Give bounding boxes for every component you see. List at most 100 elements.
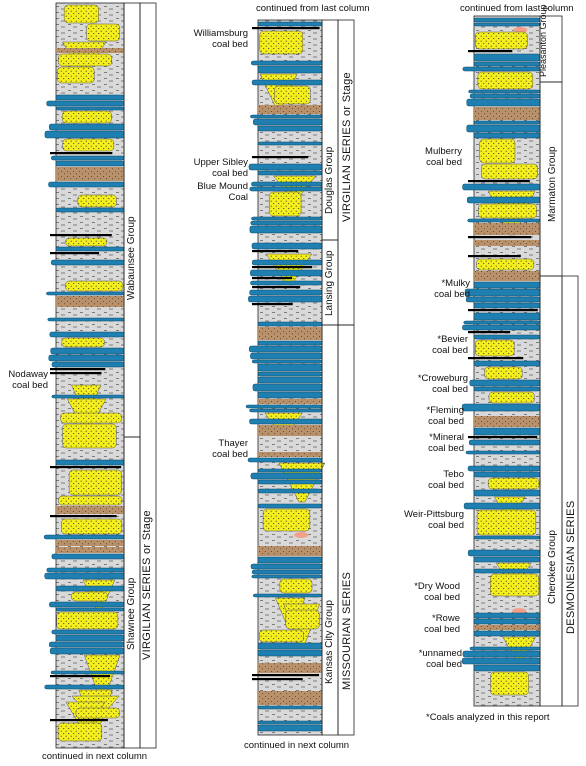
limestone-bed (51, 629, 125, 635)
mudstone-bed (474, 416, 540, 427)
limestone-bed (250, 60, 323, 66)
sandstone-lens (71, 591, 108, 602)
limestone-bed (473, 618, 541, 625)
coal-label-nodaway: Nodaway coal bed (8, 369, 48, 391)
limestone-bed (55, 106, 125, 111)
sandstone-lens (279, 578, 313, 594)
mudstone-bed (474, 240, 540, 246)
limestone-bed (55, 207, 125, 213)
limestone-bed (257, 391, 323, 399)
mudstone-bed (258, 452, 322, 457)
paleosol-patch (512, 608, 527, 614)
column-1-lithology (43, 2, 125, 749)
limestone-bed (257, 141, 323, 146)
sandstone-lens (63, 4, 99, 24)
coal-bed (50, 252, 100, 255)
sandstone-lens (476, 258, 535, 271)
limestone-bed (250, 280, 323, 286)
coal-bed (252, 674, 320, 677)
limestone-bed (257, 125, 323, 132)
limestone-bed (55, 246, 125, 252)
sandstone-lens (490, 671, 529, 696)
limestone-bed (461, 403, 541, 412)
limestone-bed (462, 324, 541, 331)
limestone-bed (473, 302, 541, 309)
limestone-bed (257, 170, 323, 176)
limestone-bed (51, 155, 125, 161)
limestone-bed (257, 503, 323, 509)
limestone-bed (465, 450, 541, 455)
limestone-bed (251, 569, 323, 575)
coal-label-dry-wood: *Dry Wood coal bed (414, 581, 460, 603)
limestone-bed (51, 361, 125, 368)
coal-bed (468, 436, 538, 439)
limestone-bed (46, 100, 125, 107)
limestone-bed (468, 439, 541, 446)
sandstone-lens (285, 609, 320, 630)
sandstone-lens (65, 237, 108, 247)
limestone-bed (247, 457, 323, 463)
coal-bed (252, 277, 293, 280)
sandstone-lens (86, 23, 121, 42)
limestone-bed (473, 630, 541, 637)
sandstone-lens (479, 138, 516, 164)
sandstone-lens (476, 509, 537, 536)
limestone-bed (55, 94, 125, 101)
coal-bed (252, 27, 320, 30)
sandstone-lens (484, 366, 523, 380)
limestone-bed (248, 163, 323, 171)
sandstone-lens (75, 707, 121, 719)
mudstone-bed (258, 327, 322, 340)
limestone-bed (51, 553, 125, 560)
group-label-lansing: Lansing Group (324, 250, 335, 316)
limestone-bed (250, 269, 323, 277)
mudstone-bed (56, 296, 124, 307)
limestone-bed (473, 535, 541, 540)
limestone-bed (467, 465, 541, 472)
mudstone-bed (258, 105, 322, 114)
sandstone-lens (274, 85, 311, 105)
sandstone-lens (477, 71, 534, 90)
group-label-kansas-city: Kansas City Group (324, 600, 335, 684)
limestone-bed (249, 345, 323, 353)
limestone-bed (473, 120, 541, 125)
limestone-bed (473, 17, 541, 23)
group-label-wabaunsee: Wabaunsee Group (126, 216, 137, 300)
limestone-bed (257, 720, 323, 725)
sandstone-lens (269, 191, 302, 217)
limestone-bed (46, 291, 125, 296)
limestone-bed (44, 684, 125, 690)
limestone-bed (473, 360, 541, 367)
coal-label-blue-mound: Blue Mound Coal (197, 181, 248, 203)
limestone-bed (250, 563, 323, 570)
limestone-bed (51, 259, 125, 266)
limestone-bed (51, 394, 125, 399)
limestone-bed (473, 334, 541, 340)
limestone-bed (249, 289, 323, 296)
sandstone-lens (487, 477, 540, 490)
limestone-bed (249, 225, 323, 234)
limestone-bed (466, 124, 541, 133)
group-label-marmaton: Marmaton Group (547, 146, 558, 222)
limestone-bed (473, 53, 541, 62)
coal-label-croweburg: *Croweburg coal bed (417, 373, 468, 395)
coal-bed (252, 156, 309, 159)
limestone-bed (467, 218, 541, 223)
limestone-bed (55, 607, 125, 612)
limestone-bed (48, 354, 125, 362)
limestone-bed (44, 130, 125, 139)
coal-label-tebo: Tebo coal bed (428, 469, 464, 491)
limestone-bed (462, 650, 541, 658)
limestone-bed (249, 186, 323, 192)
limestone-bed (250, 472, 323, 480)
coal-bed (50, 372, 102, 375)
footnote: *Coals analyzed in this report (426, 712, 550, 723)
group-brackets (123, 2, 579, 749)
series-label-virgilian-col1: VIRGILIAN SERIES or Stage (141, 510, 153, 660)
limestone-bed (50, 347, 125, 355)
mudstone-bed (474, 107, 540, 120)
coal-bed (468, 50, 513, 53)
continued-next-caption-col1: continued in next column (42, 751, 148, 762)
column-3-lithology (461, 15, 541, 707)
